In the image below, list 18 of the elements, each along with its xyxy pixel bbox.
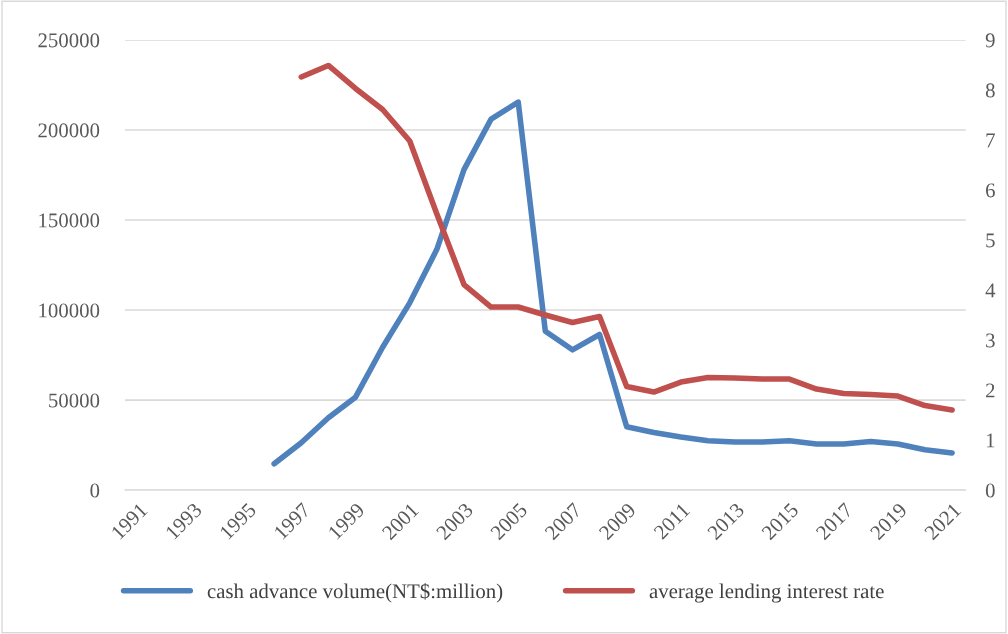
y2-tick-label: 7 [986,133,995,148]
legend-label: average lending interest rate [649,583,884,603]
y2-tick-label: 9 [985,33,995,48]
legend-label: cash advance volume(NT$:million) [207,582,503,603]
y2-tick-label: 3 [986,333,995,348]
y-tick-label: 250000 [38,33,100,48]
y-tick-label: 150000 [39,213,100,228]
y2-tick-label: 2 [986,383,995,398]
y2-tick-label: 6 [986,183,995,198]
y2-tick-label: 5 [986,233,995,248]
y-tick-label: 200000 [38,123,100,138]
y2-tick-label: 0 [985,483,995,498]
y2-tick-label: 4 [985,283,996,298]
y2-tick-label: 1 [986,433,995,448]
y-tick-label: 50000 [49,393,100,408]
y2-tick-label: 8 [985,83,995,98]
y-tick-label: 100000 [39,303,100,318]
y-tick-label: 0 [90,483,100,498]
